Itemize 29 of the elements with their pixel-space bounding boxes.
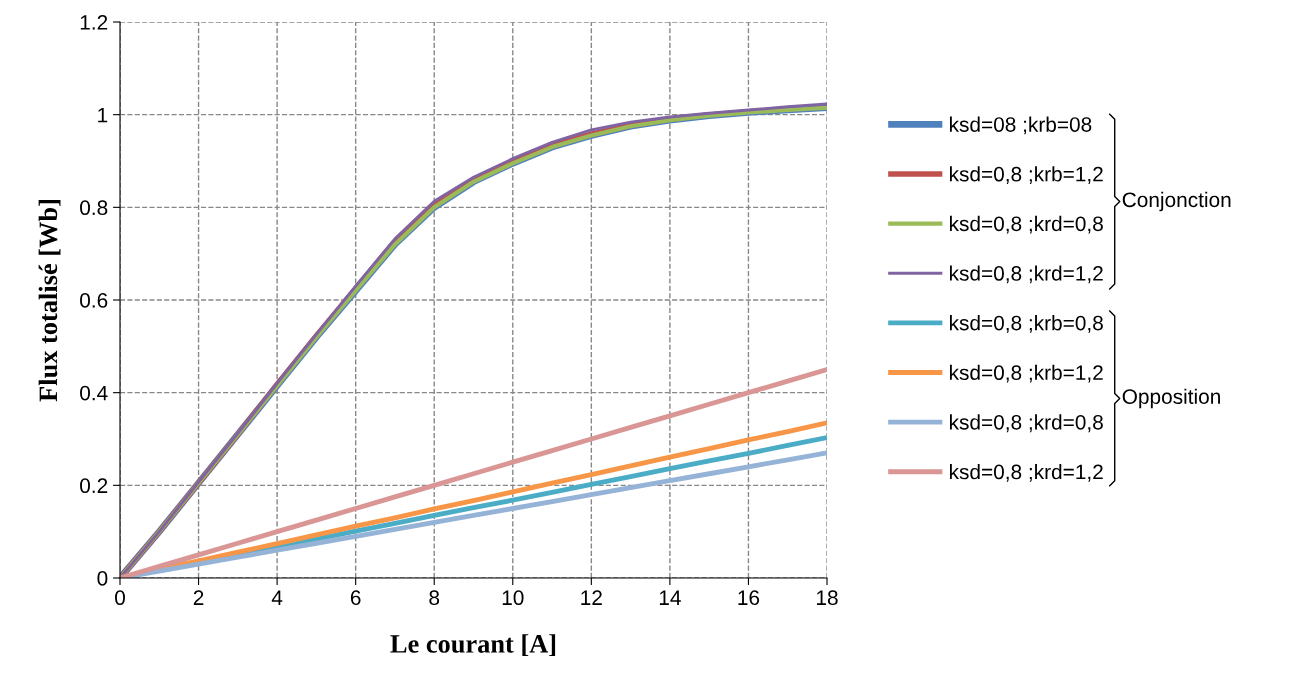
y-tick-label: 0.4 [80, 385, 108, 401]
y-tick-label: 0.2 [80, 478, 108, 494]
y-tick-label: 0 [97, 571, 108, 586]
y-tick-label: 1 [98, 107, 108, 123]
text: Opposition [1122, 388, 1220, 409]
x-tick-label: 8 [429, 590, 440, 606]
legend-label: ksd=0,8 ;krb=1,2 [949, 166, 1103, 184]
x-axis-title: Le courant [A] [390, 634, 556, 657]
x-tick-label: 0 [115, 590, 125, 606]
y-tick-label: 1.2 [80, 15, 108, 30]
x-tick-label: 14 [659, 590, 681, 605]
y-tick-label: 0.8 [80, 200, 108, 216]
legend-label: ksd=0,8 ;krd=0,8 [949, 414, 1103, 433]
legend-label: ksd=0,8 ;krd=1,2 [949, 463, 1103, 482]
x-tick-label: 12 [581, 590, 602, 605]
x-tick-label: 10 [502, 590, 524, 606]
legend-label: ksd=0,8 ;krb=1,2 [949, 364, 1103, 383]
y-axis-title: Flux totalisé [Wb] [38, 200, 61, 402]
legend-label: ksd=0,8 ;krb=0,8 [949, 315, 1103, 333]
x-tick-label: 2 [193, 590, 204, 605]
legend-label: ksd=08 ;krb=08 [949, 116, 1092, 135]
legend-label: ksd=0,8 ;krd=1,2 [949, 265, 1103, 284]
x-tick-label: 18 [817, 590, 838, 606]
x-tick-label: 4 [271, 590, 283, 605]
x-tick-label: 6 [350, 590, 361, 606]
y-tick-label: 0.6 [80, 293, 108, 308]
text: Conjonction [1122, 191, 1231, 212]
legend-label: ksd=0,8 ;krd=0,8 [949, 215, 1103, 234]
x-tick-label: 16 [738, 590, 760, 606]
